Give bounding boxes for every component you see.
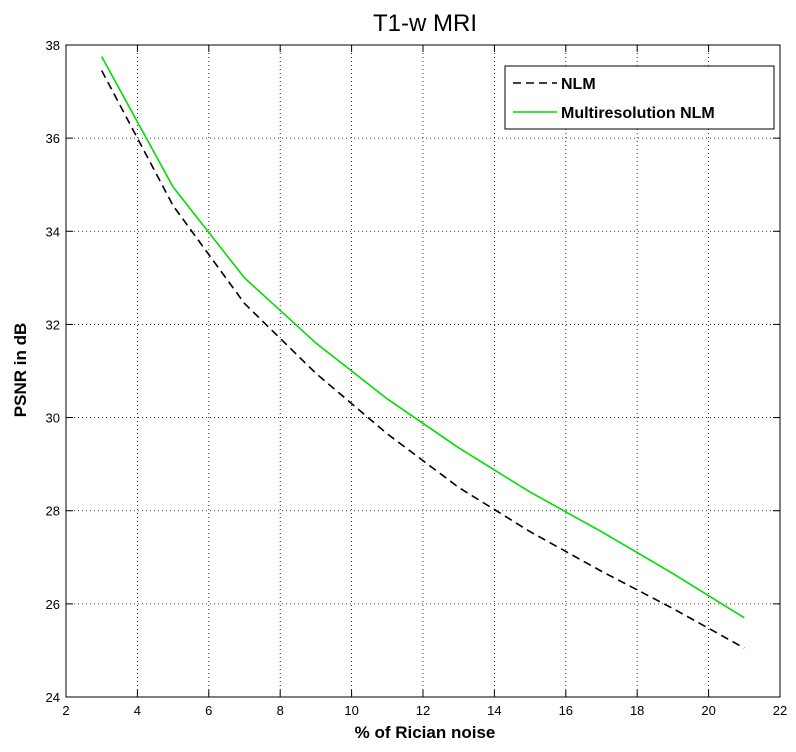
y-tick-label: 30 xyxy=(46,411,60,426)
y-tick-label: 32 xyxy=(46,317,60,332)
series-line-nlm xyxy=(100,70,745,649)
series-line-multiresolution-nlm xyxy=(100,56,745,619)
y-tick-label: 38 xyxy=(46,38,60,53)
x-axis-label: % of Rician noise xyxy=(355,723,496,742)
legend-label-multiresolution-nlm: Multiresolution NLM xyxy=(561,105,715,122)
legend-box xyxy=(504,65,775,130)
grid-lines xyxy=(66,45,780,697)
x-tick-label: 4 xyxy=(134,703,141,718)
y-tick-label: 36 xyxy=(46,131,60,146)
x-tick-label: 8 xyxy=(277,703,284,718)
x-tick-label: 12 xyxy=(416,703,430,718)
x-tick-label: 6 xyxy=(205,703,212,718)
y-tick-label: 26 xyxy=(46,597,60,612)
y-tick-label: 24 xyxy=(46,690,60,705)
x-tick-label: 18 xyxy=(630,703,644,718)
series-lines xyxy=(100,56,745,649)
y-tick-label: 34 xyxy=(46,224,60,239)
plot-frame xyxy=(65,44,781,698)
chart-title: T1-w MRI xyxy=(373,10,477,37)
x-tick-label: 2 xyxy=(62,703,69,718)
x-tick-label: 22 xyxy=(773,703,787,718)
x-tick-label: 14 xyxy=(487,703,501,718)
legend: NLM Multiresolution NLM xyxy=(504,65,775,130)
legend-label-nlm: NLM xyxy=(561,76,596,93)
y-axis-label: PSNR in dB xyxy=(11,323,30,417)
x-tick-label: 20 xyxy=(701,703,715,718)
y-tick-label: 28 xyxy=(46,504,60,519)
x-tick-label: 16 xyxy=(559,703,573,718)
x-tick-label: 10 xyxy=(344,703,358,718)
